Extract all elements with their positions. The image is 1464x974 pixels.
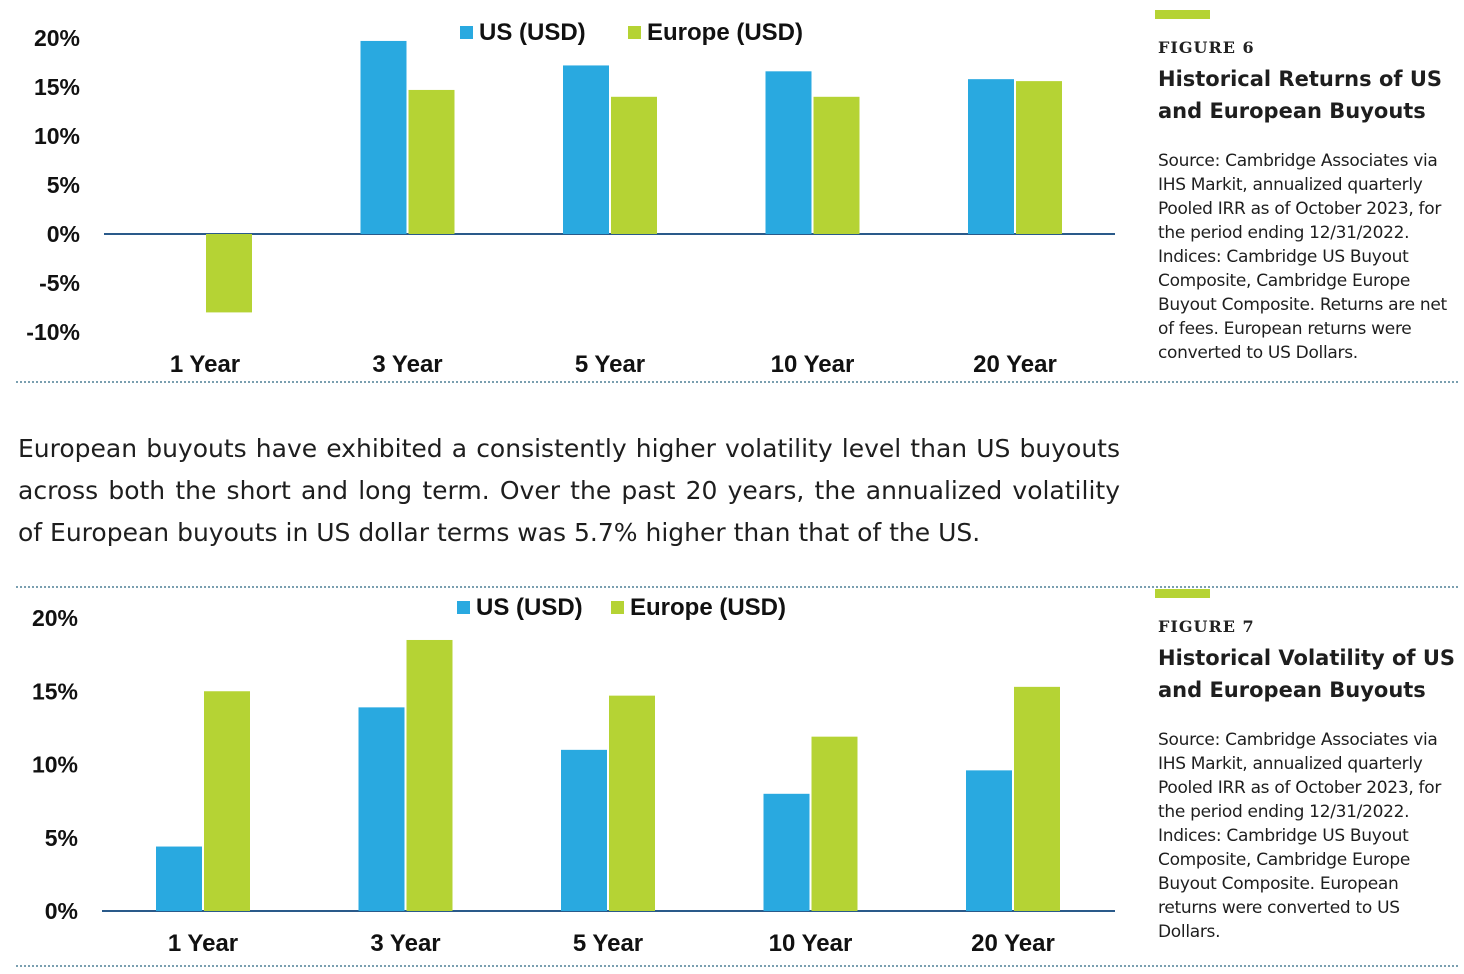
europe-bar [611, 96, 657, 234]
y-tick-label: 5% [45, 825, 78, 851]
legend-europe-label: Europe (USD) [630, 594, 786, 621]
europe-bar [609, 695, 655, 911]
volatility-bar-chart: 20% 15% 10% 5% 0% 1 Year 3 Year 5 Year 10 Year 20… [32, 594, 1115, 957]
us-bar [563, 65, 609, 234]
x-category-label: 3 Year [372, 351, 442, 378]
figure6-caption: FIGURE 6 Historical Returns of US and Eu… [1158, 38, 1458, 365]
figure6-label: FIGURE 6 [1158, 38, 1255, 57]
x-category-label: 20 Year [971, 930, 1055, 957]
figure7-accent-bar [1155, 589, 1210, 598]
us-bar [765, 71, 812, 234]
body-paragraph: European buyouts have exhibited a consis… [18, 434, 1120, 547]
legend-europe-swatch [628, 26, 641, 39]
figure7-title: Historical Volatility of US and European… [1158, 646, 1456, 702]
y-tick-label: 0% [47, 221, 80, 247]
x-category-label: 3 Year [370, 930, 440, 957]
us-bar [156, 846, 202, 911]
x-category-label: 10 Year [771, 351, 855, 378]
divider-top [16, 381, 1458, 383]
europe-bar [813, 96, 860, 234]
x-category-label: 1 Year [168, 930, 238, 957]
us-bar [358, 707, 405, 911]
x-category-label: 20 Year [973, 351, 1057, 378]
europe-bar [204, 691, 250, 911]
y-tick-label: 10% [32, 752, 78, 778]
y-tick-label: -10% [26, 319, 80, 345]
us-bar [360, 40, 407, 234]
europe-bar [206, 234, 252, 313]
figure7-source: Source: Cambridge Associates via IHS Mar… [1158, 730, 1442, 942]
legend-us-swatch [457, 601, 470, 614]
divider-bottom [16, 965, 1458, 967]
europe-bar [1014, 686, 1060, 911]
x-category-label: 5 Year [573, 930, 643, 957]
x-category-label: 10 Year [769, 930, 853, 957]
x-category-label: 5 Year [575, 351, 645, 378]
x-category-label: 1 Year [170, 351, 240, 378]
figure7-label: FIGURE 7 [1158, 617, 1255, 636]
figure6-title: Historical Returns of US and European Bu… [1158, 67, 1442, 123]
us-bar [763, 793, 810, 911]
legend-us-label: US (USD) [479, 19, 586, 46]
y-tick-label: 20% [32, 605, 78, 631]
us-bar [966, 770, 1012, 911]
divider-middle [16, 586, 1458, 588]
europe-bar [406, 639, 453, 911]
europe-bar [811, 736, 858, 911]
returns-bar-chart: 20% 15% 10% 5% 0% -5% -10% 1 Year 3 Year 5 Year 10… [26, 19, 1115, 378]
us-bar [561, 749, 607, 911]
y-tick-label: 15% [34, 74, 80, 100]
legend-us-swatch [460, 26, 473, 39]
figure7-caption: FIGURE 7 Historical Volatility of US and… [1158, 617, 1458, 944]
figure6-source: Source: Cambridge Associates via IHS Mar… [1158, 151, 1447, 363]
europe-bar [408, 89, 455, 234]
y-tick-label: 5% [47, 172, 80, 198]
y-tick-label: -5% [39, 270, 80, 296]
y-tick-label: 15% [32, 678, 78, 704]
legend-us-label: US (USD) [476, 594, 583, 621]
y-tick-label: 20% [34, 25, 80, 51]
legend-europe-label: Europe (USD) [647, 19, 803, 46]
y-tick-label: 0% [45, 898, 78, 924]
legend-europe-swatch [611, 601, 624, 614]
y-tick-label: 10% [34, 123, 80, 149]
us-bar [968, 79, 1014, 234]
figure6-accent-bar [1155, 10, 1210, 19]
europe-bar [1016, 81, 1062, 235]
